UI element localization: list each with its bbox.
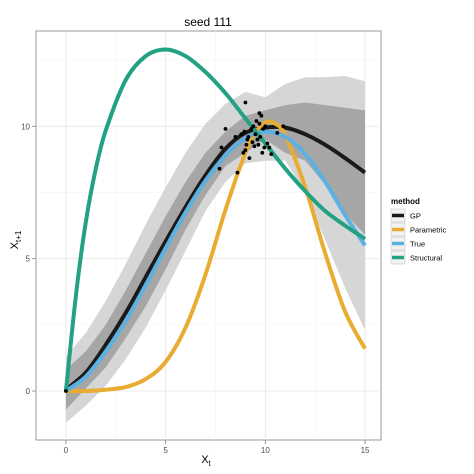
data-point bbox=[256, 142, 261, 147]
x-tick-label: 5 bbox=[163, 446, 168, 455]
data-point bbox=[281, 124, 286, 129]
data-point bbox=[243, 100, 248, 105]
data-point bbox=[261, 126, 266, 131]
data-point bbox=[250, 140, 255, 145]
observed-points bbox=[64, 100, 286, 393]
data-point bbox=[235, 170, 240, 175]
x-axis-title: Xt bbox=[201, 454, 211, 468]
series-line-true bbox=[64, 129, 367, 393]
y-axis-title-main: X bbox=[9, 241, 21, 249]
legend-label-parametric: Parametric bbox=[410, 226, 447, 235]
x-tick-label: 0 bbox=[64, 446, 69, 455]
data-point bbox=[251, 124, 256, 129]
data-point bbox=[233, 135, 238, 139]
series-line-gp bbox=[64, 124, 367, 392]
legend: method GP Parametric True Structural bbox=[390, 197, 447, 265]
data-point bbox=[262, 145, 267, 150]
legend-key-parametric: Parametric bbox=[390, 222, 447, 237]
x-axis-title-subscript: t bbox=[209, 459, 212, 468]
x-axis-ticks: 0 5 10 15 bbox=[64, 440, 370, 455]
y-tick-label: 0 bbox=[26, 387, 31, 396]
data-point bbox=[247, 156, 252, 161]
legend-key-true: True bbox=[390, 236, 425, 251]
data-point bbox=[239, 132, 244, 137]
data-point bbox=[265, 141, 270, 146]
data-point bbox=[257, 111, 262, 115]
data-point bbox=[269, 152, 274, 157]
x-tick-label: 10 bbox=[261, 446, 270, 455]
legend-key-structural: Structural bbox=[390, 250, 442, 265]
data-point bbox=[246, 135, 251, 139]
data-point bbox=[267, 145, 272, 150]
legend-label-true: True bbox=[410, 240, 425, 249]
legend-key-gp: GP bbox=[390, 208, 421, 223]
data-point bbox=[244, 142, 249, 147]
x-axis-title-main: X bbox=[201, 454, 209, 466]
data-point bbox=[249, 126, 254, 131]
legend-title: method bbox=[391, 197, 420, 206]
series-lines bbox=[63, 47, 367, 394]
data-point bbox=[263, 124, 268, 129]
data-point bbox=[217, 166, 222, 171]
series-line-structural bbox=[63, 47, 367, 392]
data-point bbox=[260, 150, 265, 155]
data-point bbox=[243, 148, 248, 153]
y-axis-title: Xt+1 bbox=[9, 230, 23, 249]
data-point bbox=[275, 131, 280, 135]
y-axis-ticks: 0 5 10 bbox=[21, 122, 36, 396]
data-point bbox=[259, 113, 264, 118]
data-point bbox=[252, 144, 257, 149]
data-point bbox=[241, 150, 246, 155]
data-point bbox=[254, 119, 259, 123]
y-tick-label: 5 bbox=[26, 255, 31, 264]
data-point bbox=[64, 389, 68, 393]
legend-label-gp: GP bbox=[410, 212, 421, 221]
data-point bbox=[242, 129, 247, 134]
data-point bbox=[253, 132, 258, 137]
data-point bbox=[257, 121, 262, 126]
outer-confidence-band bbox=[65, 76, 366, 423]
x-tick-label: 15 bbox=[361, 446, 370, 455]
chart-title: seed 111 bbox=[184, 15, 232, 29]
y-axis-title-subscript: t+1 bbox=[14, 230, 23, 242]
data-point bbox=[255, 137, 260, 142]
data-point bbox=[219, 145, 224, 150]
legend-label-structural: Structural bbox=[410, 254, 442, 263]
y-tick-label: 10 bbox=[21, 122, 30, 131]
data-point bbox=[258, 135, 263, 139]
data-point bbox=[223, 126, 228, 131]
